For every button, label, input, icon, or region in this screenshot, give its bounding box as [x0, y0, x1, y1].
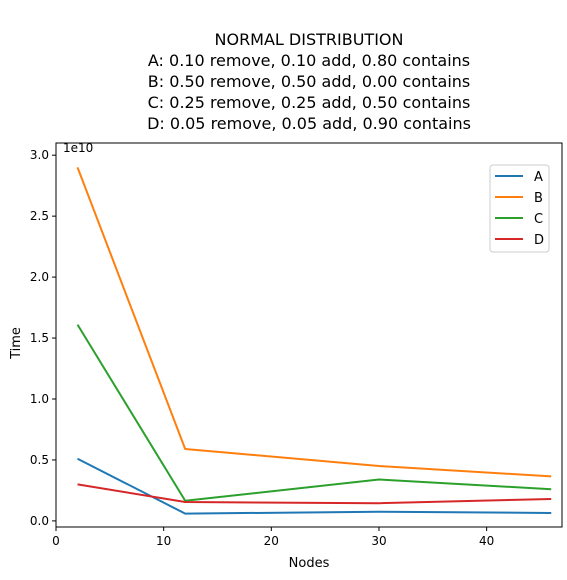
y-tick-label: 2.5: [30, 209, 49, 223]
y-axis-ticks: 0.0 0.5 1.0 1.5 2.0 2.5 3.0: [30, 148, 56, 528]
x-tick-label: 10: [156, 534, 171, 548]
series-line-b: [78, 167, 552, 476]
title-line: B: 0.50 remove, 0.50 add, 0.00 contains: [148, 72, 471, 91]
y-tick-label: 1.5: [30, 331, 49, 345]
x-axis-ticks: 0 10 20 30 40: [52, 527, 494, 548]
y-tick-label: 1.0: [30, 392, 49, 406]
y-offset-label: 1e10: [63, 141, 93, 155]
x-axis-label: Nodes: [289, 556, 330, 571]
title-line: NORMAL DISTRIBUTION: [215, 30, 404, 49]
chart-title: NORMAL DISTRIBUTION A: 0.10 remove, 0.10…: [147, 30, 471, 133]
x-tick-label: 20: [264, 534, 279, 548]
y-tick-label: 2.0: [30, 270, 49, 284]
legend-label: A: [534, 170, 543, 185]
y-tick-label: 0.0: [30, 514, 49, 528]
legend-label: C: [534, 212, 543, 227]
title-line: D: 0.05 remove, 0.05 add, 0.90 contains: [147, 114, 471, 133]
y-tick-label: 3.0: [30, 148, 49, 162]
y-axis-label: Time: [9, 327, 24, 360]
legend-label: D: [534, 233, 544, 248]
x-tick-label: 40: [479, 534, 494, 548]
title-line: A: 0.10 remove, 0.10 add, 0.80 contains: [148, 51, 470, 70]
plot-frame: [56, 143, 562, 527]
series-lines: [78, 167, 552, 513]
y-tick-label: 0.5: [30, 453, 49, 467]
x-tick-label: 30: [371, 534, 386, 548]
x-tick-label: 0: [52, 534, 60, 548]
title-line: C: 0.25 remove, 0.25 add, 0.50 contains: [148, 93, 471, 112]
legend-label: B: [534, 191, 543, 206]
